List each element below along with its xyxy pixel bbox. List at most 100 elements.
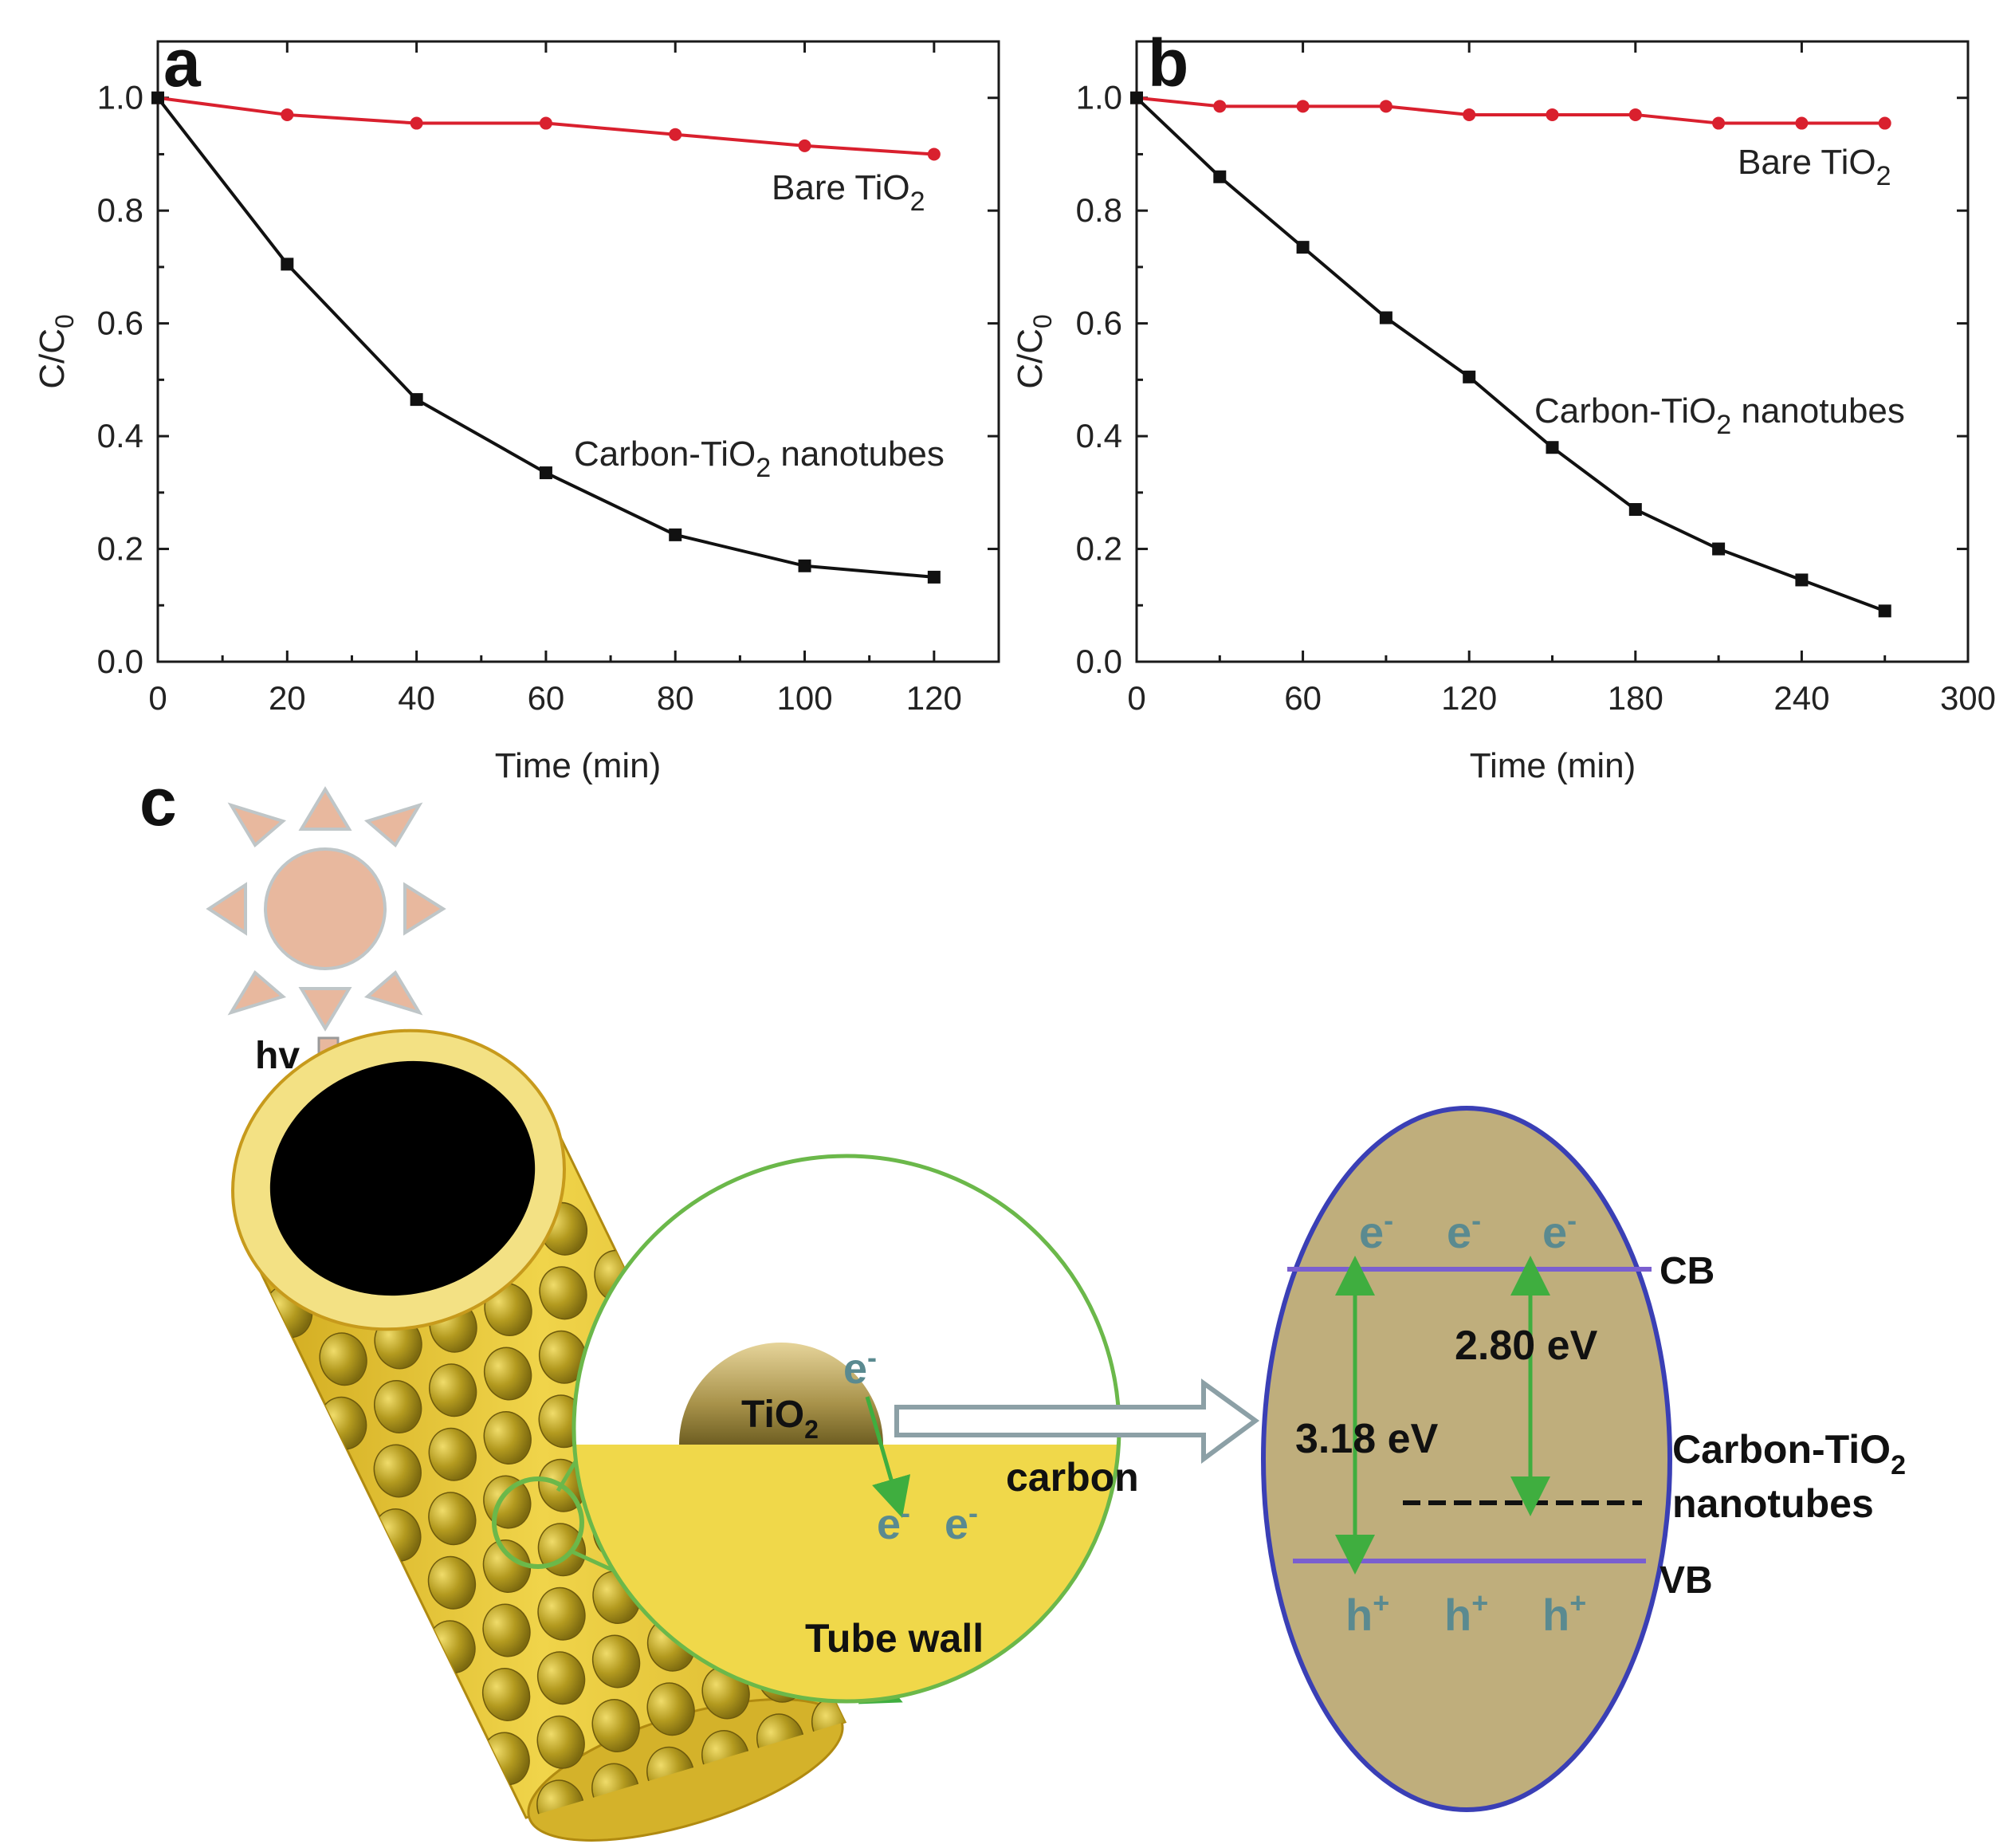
tio2-nanoparticle [428, 1427, 477, 1481]
chart-a-ytick-label: 0.2 [97, 530, 143, 568]
chart-b-point-bare [1463, 108, 1476, 121]
chart-a-ytick-label: 0.4 [97, 417, 143, 454]
chart-a-point-carbon [151, 91, 164, 104]
chart-b-point-carbon [1546, 441, 1559, 454]
tio2-nanoparticle [591, 1699, 640, 1752]
chart-b-ytick-label: 0.8 [1076, 191, 1122, 229]
chart-b-point-carbon [1213, 170, 1227, 183]
tio2-nanoparticle [646, 1682, 695, 1736]
chart-b-point-carbon [1712, 542, 1726, 556]
chart-a-label-carbon: Carbon-TiO2 nanotubes [574, 434, 945, 483]
chart-b-point-bare [1878, 116, 1891, 130]
chart-a-point-bare [410, 116, 423, 130]
chart-a-point-carbon [798, 559, 811, 572]
chart-a-xtick-label: 80 [657, 679, 694, 717]
electron-cb-1: e- [1359, 1204, 1393, 1257]
chart-b-point-bare [1379, 100, 1392, 113]
tio2-nanoparticle [428, 1492, 477, 1546]
chart-b-xtick-label: 180 [1608, 679, 1663, 717]
tio2-nanoparticle [539, 1266, 587, 1320]
tio2-nanoparticle [481, 1668, 531, 1721]
chart-a-point-bare [539, 116, 552, 130]
tio2-nanoparticle [482, 1603, 531, 1657]
tio2-nanoparticle [536, 1715, 585, 1769]
chart-b-xtick-label: 240 [1773, 679, 1829, 717]
tio2-nanoparticle [536, 1779, 585, 1818]
chart-b-ytick-label: 1.0 [1076, 79, 1122, 116]
chart-b-point-carbon [1795, 573, 1809, 587]
tio2-label: TiO2 [741, 1394, 819, 1444]
chart-a-xlabel: Time (min) [495, 746, 662, 785]
chart-b-label-bare: Bare TiO2 [1738, 143, 1891, 191]
highlighted-particle [492, 1476, 584, 1569]
chart-a-point-carbon [410, 393, 423, 407]
sun-icon [206, 786, 446, 1032]
chart-a-point-bare [927, 147, 941, 161]
chart-a-point-bare [669, 128, 682, 141]
chart-a-label-bare: Bare TiO2 [772, 168, 925, 217]
tio2-nanoparticle [483, 1411, 532, 1465]
chart-b-panel-label: b [1148, 26, 1188, 100]
chart-b-point-carbon [1379, 311, 1392, 324]
tio2-nanoparticle [427, 1555, 477, 1610]
chart-b-ytick-label: 0.2 [1076, 530, 1122, 568]
cb-label: CB [1660, 1250, 1715, 1292]
chart-b-ytick-label: 0.6 [1076, 305, 1122, 342]
tio2-particle [679, 1343, 883, 1445]
chart-b-ytick-label: 0.0 [1076, 643, 1122, 680]
tio2-nanoparticle [373, 1444, 422, 1498]
chart-a-point-bare [798, 139, 811, 152]
chart-b-point-bare [1546, 108, 1559, 121]
chart-b-point-bare [1712, 116, 1726, 130]
hole-vb-1: h+ [1345, 1587, 1389, 1640]
chart-b-line-bare [1136, 96, 1885, 125]
chart-a-point-carbon [927, 570, 941, 584]
band-diagram: e- e- e- h+ h+ h+ 2.80 eV 3.18 eV [1261, 1106, 1672, 1812]
hole-vb-2: h+ [1444, 1587, 1488, 1640]
tio2-nanoparticle [319, 1332, 367, 1386]
electron-in-tio2: e- [843, 1341, 877, 1393]
chart-a-ytick-label: 0.6 [97, 305, 143, 342]
chart-a-xtick-label: 120 [906, 679, 962, 717]
composite-label-line1: Carbon-TiO2 [1672, 1427, 1906, 1480]
chart-b-ylabel: C/C0 [1011, 314, 1057, 389]
gap-tio2-label: 3.18 eV [1295, 1416, 1439, 1462]
chart-b-xtick-label: 0 [1127, 679, 1145, 717]
chart-b-label-carbon: Carbon-TiO2 nanotubes [1534, 391, 1905, 440]
tube-bore [269, 1060, 536, 1296]
gap-composite-label: 2.80 eV [1455, 1323, 1598, 1369]
chart-a-frame [156, 40, 1000, 663]
electron-cb-2: e- [1447, 1204, 1481, 1257]
chart-b-point-bare [1628, 108, 1642, 121]
chart-a-xtick-label: 60 [528, 679, 565, 717]
electron-in-carbon-2: e- [945, 1496, 978, 1548]
tio2-nanoparticle [591, 1634, 641, 1689]
tio2-nanoparticle [537, 1587, 586, 1641]
chart-b: 0 60 120 180 240 300 0.0 0.2 0.4 0.6 0.8 1.0 b Time… [1011, 26, 1996, 785]
chart-b-xtick-label: 300 [1940, 679, 1996, 717]
tube-wall-label: Tube wall [805, 1616, 984, 1661]
chart-a-panel-label: a [163, 26, 202, 100]
chart-a-ylabel: C/C0 [33, 314, 79, 389]
chart-a-point-carbon [281, 258, 294, 271]
chart-b-point-carbon [1878, 604, 1891, 618]
carbon-label: carbon [1006, 1455, 1139, 1500]
chart-b-point-carbon [1130, 91, 1143, 104]
electron-cb-3: e- [1542, 1204, 1577, 1257]
chart-b-point-carbon [1463, 370, 1476, 383]
chart-a-point-carbon [539, 466, 552, 480]
hole-vb-3: h+ [1542, 1587, 1586, 1640]
chart-b-ytick-label: 0.4 [1076, 417, 1122, 454]
chart-b-point-bare [1795, 116, 1809, 130]
panel-c-label: c [139, 765, 177, 839]
chart-a-ytick-label: 1.0 [97, 79, 143, 116]
tio2-nanoparticle [429, 1363, 477, 1417]
chart-b-point-bare [1213, 100, 1227, 113]
chart-a-point-bare [281, 108, 294, 121]
chart-a-xtick-label: 40 [398, 679, 435, 717]
chart-b-point-carbon [1628, 503, 1642, 517]
chart-a-ytick-label: 0.8 [97, 191, 143, 229]
tio2-nanoparticle [484, 1347, 532, 1401]
electron-in-carbon-1: e- [877, 1496, 910, 1548]
composite-label-line2: nanotubes [1672, 1481, 1874, 1526]
